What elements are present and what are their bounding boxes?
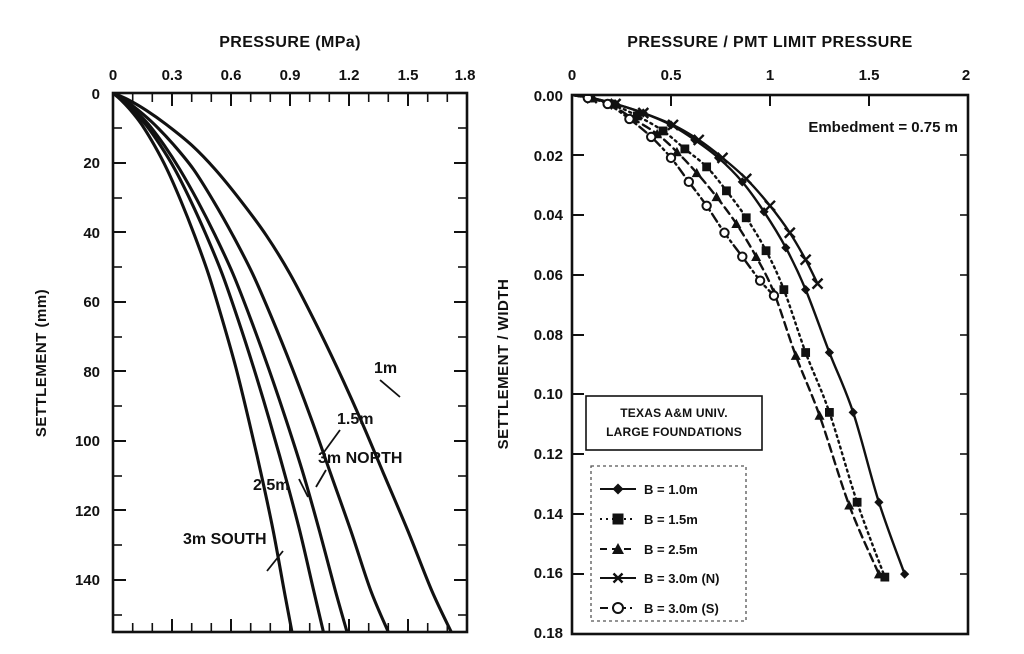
x-tick-label: 1.5: [398, 67, 419, 84]
source-box-line1: TEXAS A&M UNIV.: [620, 406, 727, 420]
legend-item-b25[interactable]: B = 2.5m: [600, 542, 698, 557]
legend-label: B = 3.0m (N): [644, 571, 720, 586]
legend-label: B = 3.0m (S): [644, 601, 719, 616]
right-y-axis-label: SETTLEMENT / WIDTH: [495, 279, 512, 450]
x-tick-label: 1.8: [455, 67, 476, 84]
right-x-tick-labels: 0 0.5 1 1.5 2: [568, 67, 970, 84]
x-tick-label: 0.3: [162, 67, 183, 84]
x-tick-label: 0.5: [661, 67, 682, 84]
left-chart-title: PRESSURE (MPa): [219, 34, 361, 51]
y-tick-label: 0.08: [534, 327, 563, 344]
y-tick-label: 0.00: [534, 88, 563, 105]
curve-label-3m-north: 3m NORTH: [318, 450, 402, 467]
left-top-ticks: [112, 93, 468, 106]
x-tick-label: 2: [962, 67, 970, 84]
series-b-1-5m: [573, 96, 890, 582]
y-tick-label: 0.04: [534, 207, 564, 224]
legend-label: B = 1.0m: [644, 482, 698, 497]
x-tick-label: 0.9: [280, 67, 301, 84]
x-tick-label: 1: [766, 67, 774, 84]
right-chart-title: PRESSURE / PMT LIMIT PRESSURE: [627, 34, 912, 51]
y-tick-label: 0.10: [534, 386, 563, 403]
x-tick-label: 0: [109, 67, 117, 84]
legend-item-b30s[interactable]: B = 3.0m (S): [600, 601, 719, 616]
curve-label-2p5m: 2.5m: [253, 477, 289, 494]
y-tick-label: 0.06: [534, 267, 563, 284]
y-tick-label: 120: [75, 503, 100, 520]
y-tick-label: 20: [83, 155, 100, 172]
y-tick-label: 60: [83, 294, 100, 311]
curve-label-1p5m: 1.5m: [337, 411, 373, 428]
legend-item-b10[interactable]: B = 1.0m: [600, 482, 698, 497]
left-curve-3m-south: [114, 94, 294, 631]
series-b-3-0m-s-: [573, 96, 780, 301]
legend-box[interactable]: B = 1.0m B = 1.5m B = 2.5m B = 3.0m (N): [590, 465, 747, 622]
legend-item-b15[interactable]: B = 1.5m: [600, 512, 698, 527]
left-panel: PRESSURE (MPa) 0 0.3 0.6 0.9 1.2 1.5 1.8…: [33, 34, 476, 634]
curve-label-1m: 1m: [374, 360, 397, 377]
left-curve-1-5m: [114, 94, 390, 631]
right-y-tick-labels: 0.00 0.02 0.04 0.06 0.08 0.10 0.12 0.14 …: [534, 88, 564, 642]
y-tick-label: 0.18: [534, 625, 563, 642]
y-tick-label: 80: [83, 364, 100, 381]
y-tick-label: 0.12: [534, 446, 563, 463]
source-box-line2: LARGE FOUNDATIONS: [606, 425, 742, 439]
left-curve-3m-north: [114, 94, 349, 631]
left-side-ticks: [113, 92, 467, 616]
source-box: TEXAS A&M UNIV. LARGE FOUNDATIONS: [585, 395, 763, 451]
embedment-annotation: Embedment = 0.75 m: [808, 119, 958, 136]
curve-label-3m-south: 3m SOUTH: [183, 531, 267, 548]
legend-label: B = 1.5m: [644, 512, 698, 527]
x-tick-label: 1.2: [339, 67, 360, 84]
y-tick-label: 0: [92, 86, 100, 103]
left-y-tick-labels: 0 20 40 60 80 100 120 140: [75, 86, 100, 589]
x-tick-label: 1.5: [859, 67, 880, 84]
left-curve-2-5m: [114, 94, 325, 631]
y-tick-label: 100: [75, 433, 100, 450]
left-curve-group: [114, 94, 453, 631]
right-side-ticks: [572, 94, 968, 635]
left-y-axis-label: SETTLEMENT (mm): [33, 289, 50, 437]
left-x-tick-labels: 0 0.3 0.6 0.9 1.2 1.5 1.8: [109, 67, 476, 84]
right-top-ticks: [670, 95, 870, 106]
x-tick-label: 0: [568, 67, 576, 84]
right-curve-group: [573, 96, 910, 582]
right-plot-frame: [570, 93, 970, 636]
y-tick-label: 0.16: [534, 565, 563, 582]
x-tick-label: 0.6: [221, 67, 242, 84]
series-b-3-0m-n-: [573, 96, 824, 290]
legend-item-b30n[interactable]: B = 3.0m (N): [600, 571, 720, 586]
left-curve-annotations: 1m 1.5m 3m NORTH 2.5m 3m SOUTH: [183, 360, 402, 572]
y-tick-label: 0.14: [534, 506, 564, 523]
right-panel: PRESSURE / PMT LIMIT PRESSURE 0 0.5 1 1.…: [495, 34, 970, 642]
y-tick-label: 140: [75, 572, 100, 589]
y-tick-label: 40: [83, 225, 100, 242]
y-tick-label: 0.02: [534, 148, 563, 165]
legend-label: B = 2.5m: [644, 542, 698, 557]
left-curve-1m: [114, 94, 453, 631]
